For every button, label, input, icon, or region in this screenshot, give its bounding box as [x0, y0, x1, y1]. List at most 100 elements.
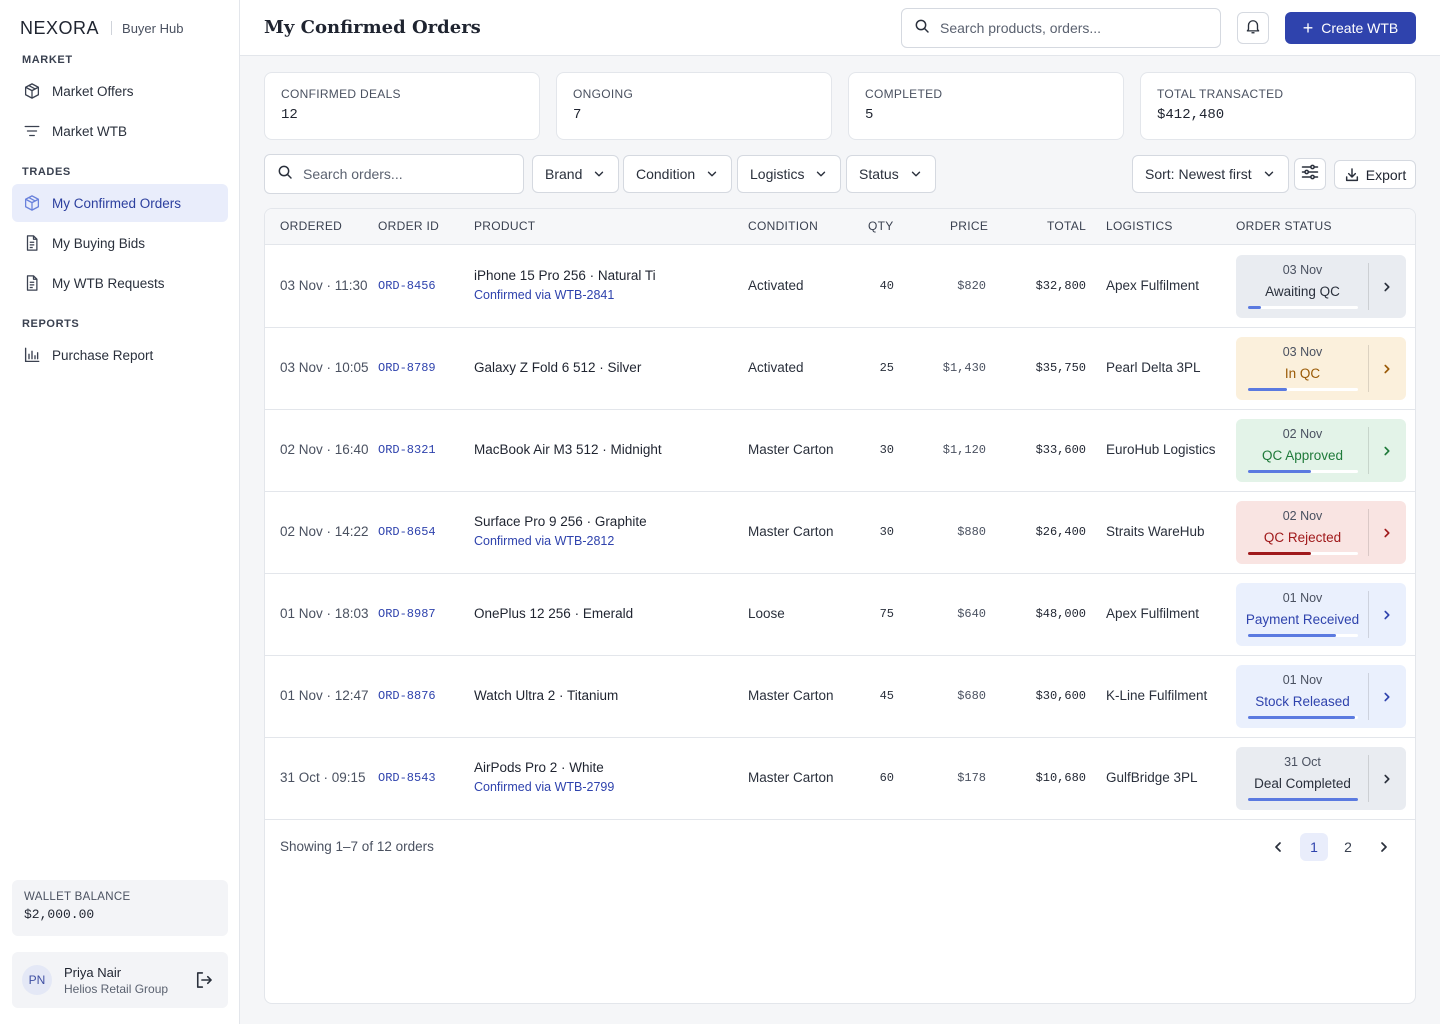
status-label: Awaiting QC [1265, 284, 1340, 299]
stat-completed: COMPLETED 5 [848, 72, 1124, 140]
condition-filter[interactable]: Condition [623, 155, 733, 193]
order-id-link[interactable]: ORD-8654 [378, 525, 436, 539]
chevron-right-icon[interactable] [1376, 523, 1398, 543]
brand-filter[interactable]: Brand [532, 155, 620, 193]
column-header-qty[interactable]: QTY [868, 219, 894, 233]
wallet-balance-card: WALLET BALANCE $2,000.00 [12, 880, 228, 936]
next-page-button[interactable] [1370, 833, 1398, 861]
status-label: Deal Completed [1254, 776, 1351, 791]
sidebar-item-my-wtb-requests[interactable]: My WTB Requests [12, 264, 228, 302]
order-status-badge[interactable]: 02 Nov QC Approved [1236, 419, 1406, 482]
product-name: MacBook Air M3 512 · Midnight [474, 442, 662, 457]
chevron-right-icon[interactable] [1376, 605, 1398, 625]
previous-page-button[interactable] [1264, 833, 1292, 861]
status-date: 03 Nov [1282, 263, 1323, 277]
status-progress-fill [1248, 470, 1311, 473]
column-header-logistics[interactable]: LOGISTICS [1106, 219, 1173, 233]
logistics-cell: EuroHub Logistics [1106, 442, 1216, 457]
brand[interactable]: NEXORA Buyer Hub [20, 18, 183, 38]
page-button-1[interactable]: 1 [1300, 833, 1328, 861]
wtb-source-link[interactable]: Confirmed via WTB-2799 [474, 780, 615, 794]
order-id-link[interactable]: ORD-8876 [378, 689, 436, 703]
bell-icon [1244, 17, 1262, 40]
stat-value: $412,480 [1157, 107, 1225, 123]
wtb-source-link[interactable]: Confirmed via WTB-2812 [474, 534, 615, 548]
column-header-order-status[interactable]: ORDER STATUS [1236, 219, 1332, 233]
create-wtb-button[interactable]: + Create WTB [1285, 12, 1416, 44]
global-search[interactable] [901, 8, 1221, 48]
order-status-badge[interactable]: 03 Nov Awaiting QC [1236, 255, 1406, 318]
chevron-right-icon[interactable] [1376, 359, 1398, 379]
order-id-link[interactable]: ORD-8987 [378, 607, 436, 621]
table-row[interactable]: 02 Nov · 14:22 ORD-8654 Surface Pro 9 256 … [265, 492, 1415, 574]
page-button-2[interactable]: 2 [1344, 839, 1352, 855]
price-cell: $820 [957, 279, 986, 293]
table-row[interactable]: 03 Nov · 11:30 ORD-8456 iPhone 15 Pro 256 … [265, 246, 1415, 328]
status-progress-track [1248, 552, 1358, 555]
column-header-condition[interactable]: CONDITION [748, 219, 819, 233]
sidebar-item-my-buying-bids[interactable]: My Buying Bids [12, 224, 228, 262]
user-org: Helios Retail Group [64, 981, 169, 996]
sidebar-item-market-offers[interactable]: Market Offers [12, 72, 228, 110]
sidebar-item-my-confirmed-orders[interactable]: My Confirmed Orders [12, 184, 228, 222]
order-status-badge[interactable]: 01 Nov Stock Released [1236, 665, 1406, 728]
export-button[interactable]: Export [1334, 160, 1416, 189]
order-id-link[interactable]: ORD-8321 [378, 443, 436, 457]
search-input[interactable] [940, 20, 1190, 36]
order-status-badge[interactable]: 02 Nov QC Rejected [1236, 501, 1406, 564]
column-header-total[interactable]: TOTAL [1047, 219, 1087, 233]
avatar[interactable]: PN [22, 965, 52, 995]
order-id-link[interactable]: ORD-8456 [378, 279, 436, 293]
order-status-badge[interactable]: 31 Oct Deal Completed [1236, 747, 1406, 810]
column-header-product[interactable]: PRODUCT [474, 219, 536, 233]
order-id-link[interactable]: ORD-8543 [378, 771, 436, 785]
sort-select[interactable]: Sort: Newest first [1132, 155, 1289, 193]
stat-value: 7 [573, 107, 582, 123]
notifications-button[interactable] [1237, 12, 1269, 44]
column-header-ordered[interactable]: ORDERED [280, 219, 343, 233]
brand-logo[interactable]: NEXORA [20, 17, 100, 38]
chevron-down-icon [592, 167, 606, 181]
sidebar: NEXORA Buyer Hub MARKET Market Offers Ma… [0, 0, 240, 1024]
create-wtb-label: Create WTB [1321, 20, 1399, 36]
order-status-badge[interactable]: 03 Nov In QC [1236, 337, 1406, 400]
wtb-source-link[interactable]: Confirmed via WTB-2841 [474, 288, 615, 302]
orders-search-input[interactable] [303, 166, 503, 182]
orders-search[interactable] [264, 154, 524, 194]
price-cell: $680 [957, 689, 986, 703]
table-row[interactable]: 03 Nov · 10:05 ORD-8789 Galaxy Z Fold 6 51… [265, 328, 1415, 410]
logistics-cell: Apex Fulfilment [1106, 606, 1200, 621]
table-row[interactable]: 01 Nov · 12:47 ORD-8876 Watch Ultra 2 · Ti… [265, 656, 1415, 738]
status-filter[interactable]: Status [846, 155, 936, 193]
qty-cell: 30 [879, 525, 894, 539]
stat-label: ONGOING [573, 87, 634, 101]
chevron-right-icon[interactable] [1376, 441, 1398, 461]
column-header-order-id[interactable]: ORDER ID [378, 219, 440, 233]
column-settings-button[interactable] [1294, 158, 1326, 190]
status-label: QC Rejected [1263, 530, 1342, 545]
logout-icon[interactable] [192, 968, 216, 992]
order-id-link[interactable]: ORD-8789 [378, 361, 436, 375]
status-date: 02 Nov [1282, 427, 1323, 441]
condition-filter-label: Condition [636, 166, 696, 182]
sidebar-item-purchase-report[interactable]: Purchase Report [12, 336, 228, 374]
stat-label: CONFIRMED DEALS [281, 87, 401, 101]
column-header-price[interactable]: PRICE [950, 219, 989, 233]
ordered-cell: 03 Nov · 10:05 [280, 360, 369, 375]
status-progress-track [1248, 634, 1358, 637]
status-date: 01 Nov [1282, 673, 1323, 687]
table-row[interactable]: 01 Nov · 18:03 ORD-8987 OnePlus 12 256 · E… [265, 574, 1415, 656]
table-row[interactable]: 02 Nov · 16:40 ORD-8321 MacBook Air M3 512… [265, 410, 1415, 492]
user-name: Priya Nair [64, 964, 122, 980]
order-status-badge[interactable]: 01 Nov Payment Received [1236, 583, 1406, 646]
table-row[interactable]: 31 Oct · 09:15 ORD-8543 AirPods Pro 2 · Wh… [265, 738, 1415, 820]
plus-icon: + [1302, 18, 1314, 38]
chevron-right-icon[interactable] [1376, 277, 1398, 297]
status-divider [1368, 755, 1369, 802]
logistics-filter[interactable]: Logistics [737, 155, 842, 193]
chevron-right-icon[interactable] [1376, 687, 1398, 707]
sidebar-item-market-wtb[interactable]: Market WTB [12, 112, 228, 150]
qty-cell: 30 [879, 443, 894, 457]
chevron-right-icon[interactable] [1376, 769, 1398, 789]
sort-label: Sort: Newest first [1145, 166, 1252, 182]
